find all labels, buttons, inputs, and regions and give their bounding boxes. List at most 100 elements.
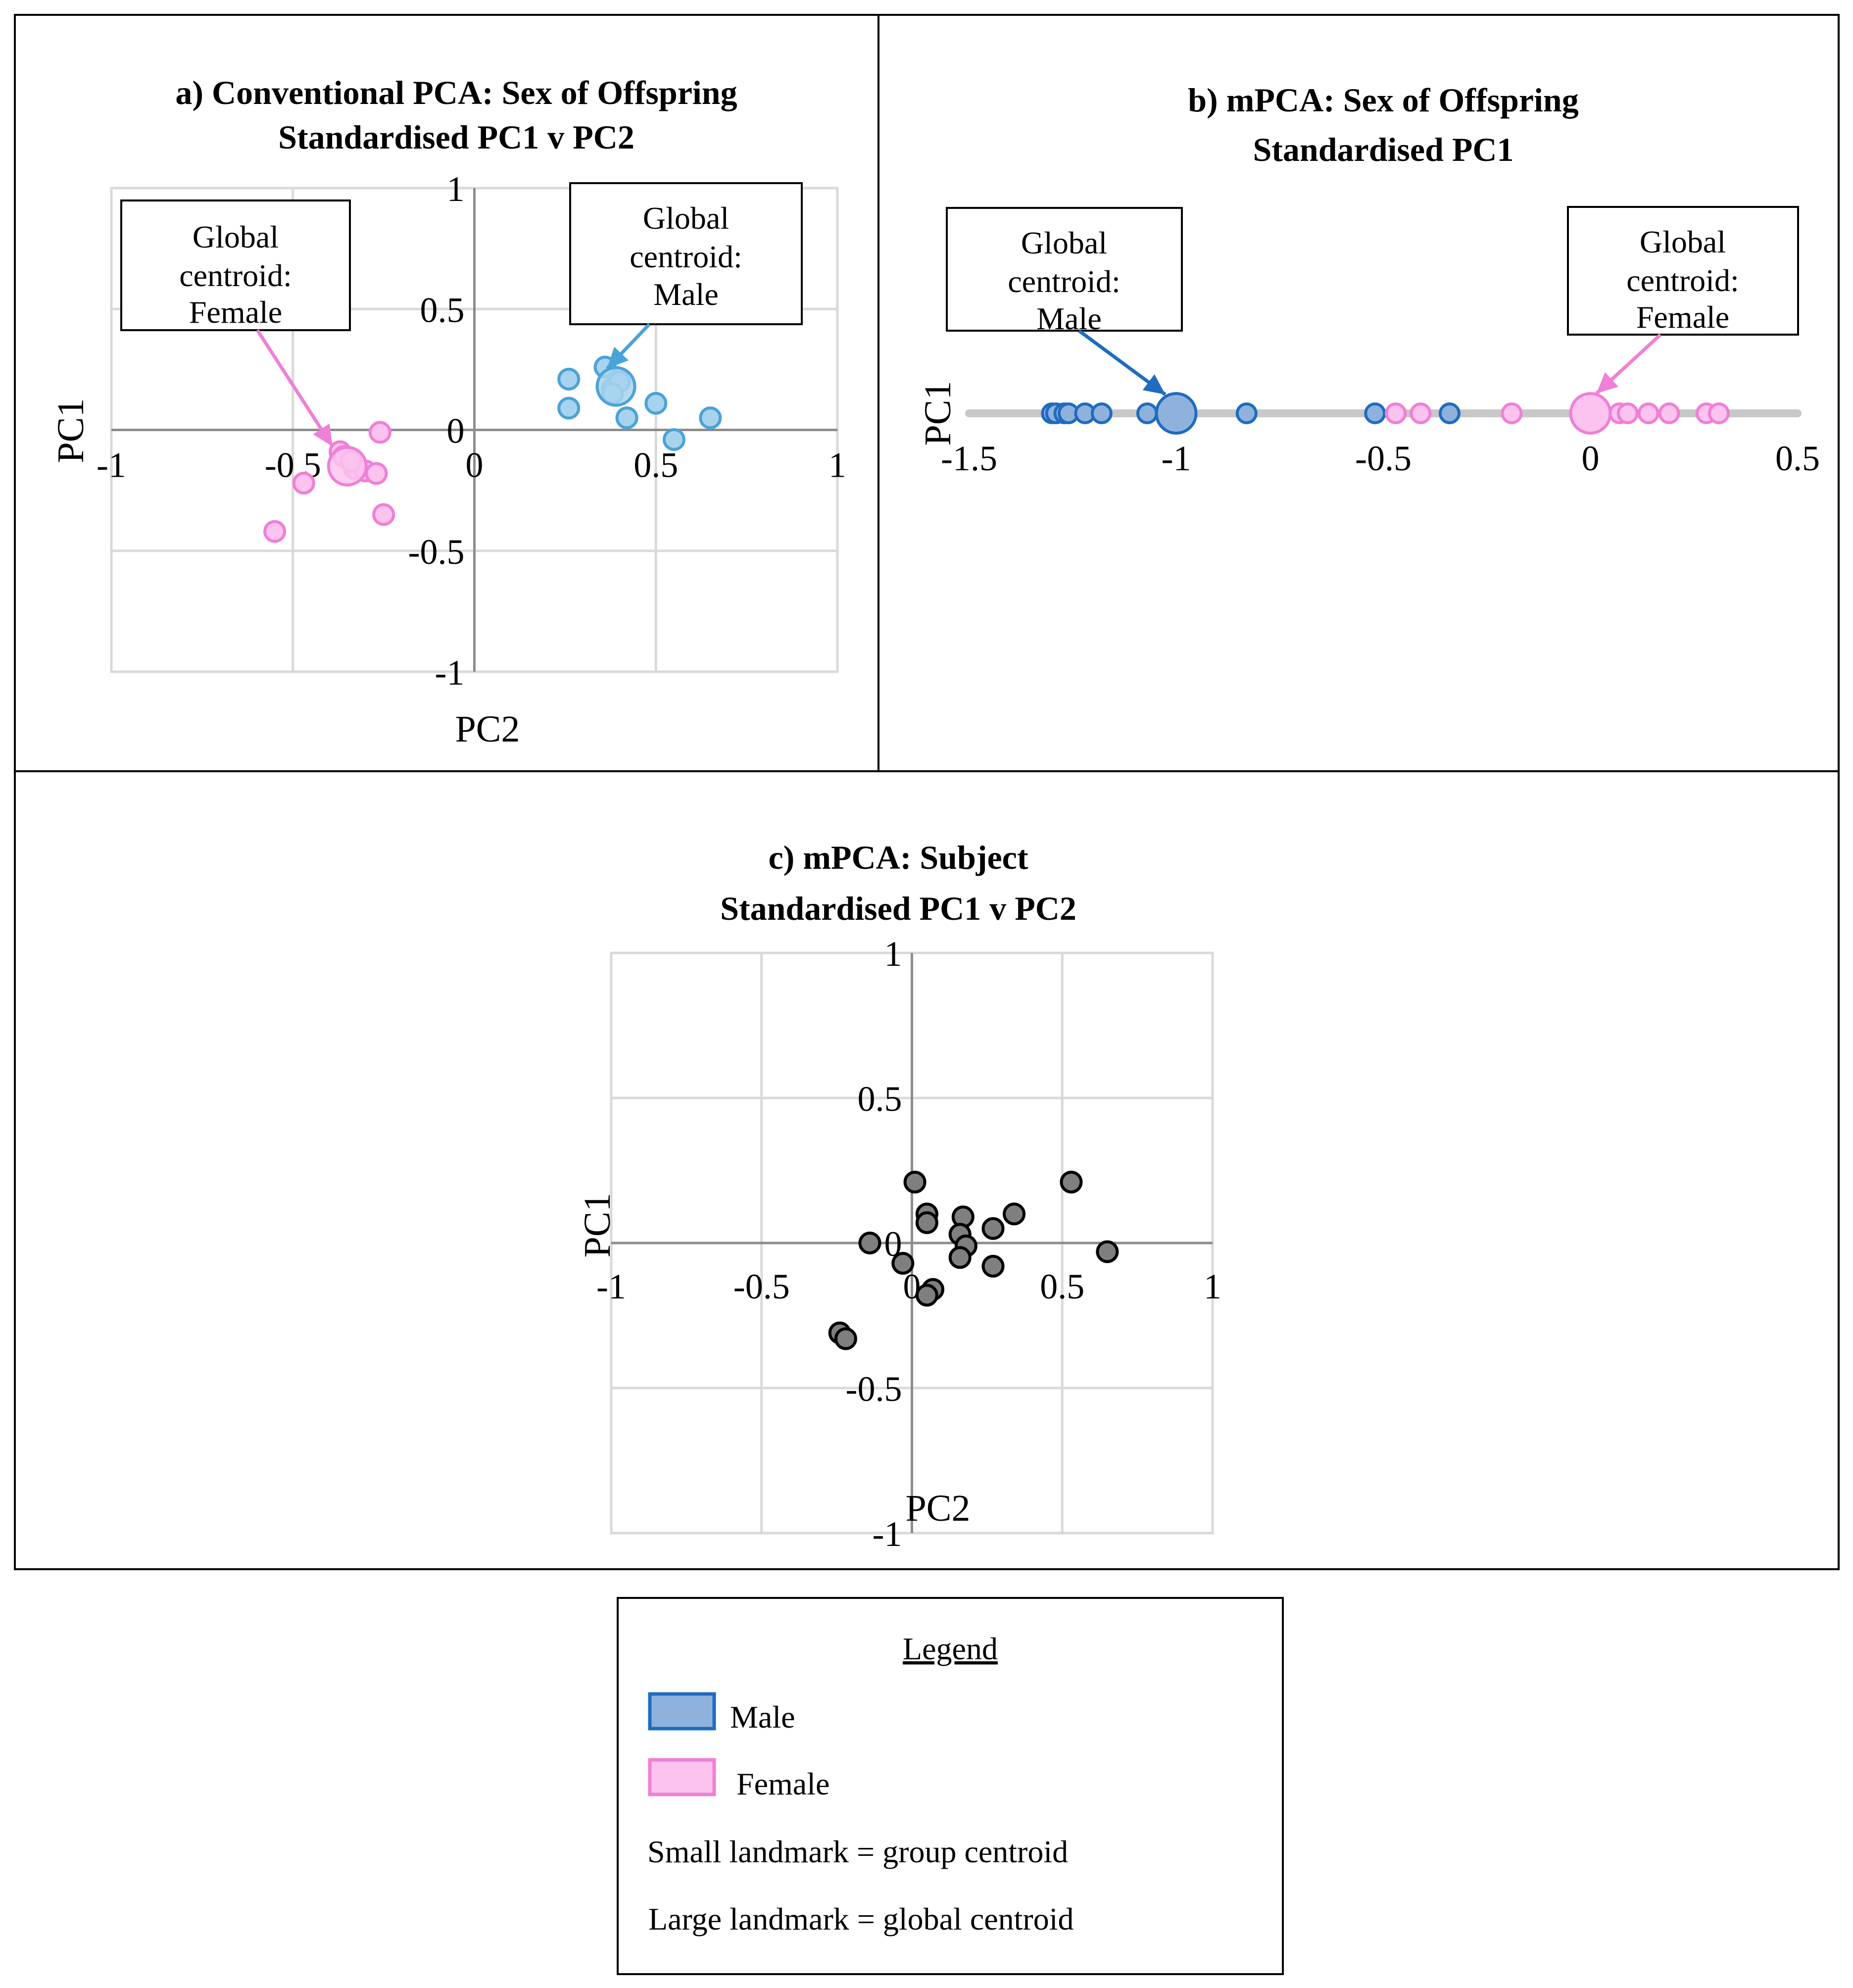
- panel-c-chart: c) mPCA: Subject Standardised PC1 v PC2 …: [577, 839, 1221, 1554]
- c-point-subject: [903, 1170, 926, 1193]
- panel-b-callout-male-l2: centroid:: [1008, 264, 1120, 299]
- legend-note-small: Small landmark = group centroid: [647, 1834, 1068, 1869]
- legend-female-label: Female: [736, 1766, 829, 1801]
- b-point-male: [1090, 402, 1113, 424]
- a-point-female: [263, 520, 287, 543]
- panel-a-callout-male-l3: Male: [653, 277, 719, 312]
- c-point-subject: [915, 1211, 938, 1234]
- a-point-female: [368, 421, 391, 444]
- panel-c-subtitle: Standardised PC1 v PC2: [720, 890, 1076, 927]
- panel-a-callout-male-l1: Global: [643, 200, 729, 236]
- panel-b-callout-female-box: [1567, 206, 1799, 336]
- panel-a-callout-male-l2: centroid:: [630, 239, 742, 274]
- legend-male-swatch: [648, 1692, 716, 1731]
- b-point-male: [1235, 402, 1258, 424]
- a-y-tick-label: -0.5: [408, 532, 465, 572]
- panel-a-callout-female-l3: Female: [189, 295, 282, 330]
- panel-c-ylabel: PC1: [577, 1193, 618, 1258]
- b-point-female: [1658, 402, 1680, 424]
- c-point-subject: [1060, 1170, 1083, 1193]
- c-point-subject: [891, 1252, 915, 1275]
- b-x-tick-label: -0.5: [1355, 439, 1412, 478]
- panel-b-frame: [878, 14, 1840, 772]
- panel-b-callout-female-l1: Global: [1640, 224, 1726, 259]
- legend-title: Legend: [903, 1631, 998, 1666]
- a-point-male: [557, 397, 581, 420]
- b-point-female: [1637, 402, 1659, 424]
- b-point-male: [1438, 402, 1461, 424]
- a-arrow-male-head: [607, 347, 629, 369]
- a-arrow-female-head: [313, 423, 333, 447]
- panel-a-chart: a) Conventional PCA: Sex of Offspring St…: [50, 74, 846, 750]
- panel-b-callout-male-l1: Global: [1021, 225, 1107, 260]
- a-y-tick-label: 0.5: [420, 290, 465, 330]
- a-x-tick-label: 0: [466, 446, 484, 485]
- a-centroid-male: [595, 366, 636, 407]
- b-point-male: [1364, 402, 1386, 424]
- legend-female-swatch: [648, 1758, 716, 1796]
- c-y-tick-label: 0.5: [858, 1079, 902, 1119]
- panel-c-title: c) mPCA: Subject: [769, 839, 1028, 876]
- a-arrow-female-line: [256, 329, 334, 447]
- c-x-tick-label: 1: [1204, 1267, 1221, 1306]
- legend-male-label: Male: [730, 1699, 795, 1735]
- a-point-male: [557, 367, 581, 391]
- panel-a-callout-female-box: [120, 199, 351, 331]
- b-point-female: [1385, 402, 1407, 424]
- a-y-tick-label: -1: [435, 653, 465, 693]
- a-point-male: [662, 428, 685, 451]
- a-point-female: [372, 503, 395, 526]
- a-x-tick-label: -1: [97, 446, 126, 485]
- panel-c-frame: [14, 770, 1840, 1570]
- a-point-male: [644, 392, 668, 415]
- panel-b-ylabel: PC1: [917, 381, 959, 446]
- panel-c-xlabel: PC2: [906, 1488, 971, 1529]
- legend-box: Legend Male Female Small landmark = grou…: [617, 1597, 1284, 1975]
- c-point-subject: [981, 1217, 1005, 1240]
- panel-b-title: b) mPCA: Sex of Offspring: [1188, 81, 1579, 119]
- panel-b-chart: b) mPCA: Sex of Offspring Standardised P…: [917, 81, 1820, 478]
- b-arrow-female-head: [1596, 372, 1618, 394]
- a-point-male: [699, 406, 722, 430]
- a-y-tick-label: 0: [447, 411, 465, 451]
- a-point-female: [292, 471, 315, 495]
- b-point-female: [1501, 402, 1523, 424]
- panel-a-xlabel: PC2: [455, 708, 520, 750]
- c-y-tick-label: -1: [873, 1514, 902, 1554]
- c-point-subject: [1003, 1202, 1026, 1226]
- c-point-subject: [1096, 1240, 1119, 1263]
- b-x-tick-label: 0: [1582, 439, 1600, 478]
- a-x-tick-label: 0.5: [634, 446, 678, 485]
- panel-b-callout-male-l3: Male: [1036, 301, 1102, 336]
- b-point-female: [1707, 402, 1730, 424]
- legend-note-large: Large landmark = global centroid: [648, 1901, 1074, 1937]
- panel-a-callout-female-l2: centroid:: [179, 258, 292, 293]
- c-point-subject: [915, 1284, 938, 1307]
- b-point-male: [1136, 402, 1158, 424]
- panel-b-callout-female-l2: centroid:: [1626, 263, 1739, 298]
- a-x-tick-label: 1: [829, 446, 846, 485]
- a-point-male: [615, 406, 638, 430]
- b-x-tick-label: -1.5: [941, 439, 997, 478]
- panel-a-subtitle: Standardised PC1 v PC2: [278, 118, 634, 156]
- panel-a-callout-male-box: [569, 182, 803, 325]
- panel-a-title: a) Conventional PCA: Sex of Offspring: [175, 74, 737, 111]
- panel-a-callout-female-l1: Global: [193, 219, 279, 254]
- b-centroid-male: [1155, 392, 1198, 435]
- a-centroid-female: [327, 446, 368, 487]
- a-y-tick-label: 1: [447, 169, 465, 209]
- c-x-tick-label: -1: [596, 1267, 626, 1306]
- legend-frame: [617, 1597, 1284, 1975]
- c-point-subject: [834, 1327, 857, 1350]
- b-arrow-male-head: [1142, 374, 1166, 395]
- c-x-tick-label: 0.5: [1040, 1267, 1084, 1306]
- c-point-subject: [981, 1254, 1005, 1278]
- b-x-tick-label: -1: [1162, 439, 1191, 478]
- c-x-tick-label: -0.5: [733, 1267, 790, 1306]
- a-point-female: [365, 462, 388, 485]
- c-point-subject: [858, 1232, 881, 1254]
- b-x-tick-label: 0.5: [1775, 439, 1820, 478]
- c-point-subject: [948, 1246, 972, 1269]
- panel-b-subtitle: Standardised PC1: [1253, 131, 1513, 168]
- b-centroid-female: [1569, 392, 1612, 435]
